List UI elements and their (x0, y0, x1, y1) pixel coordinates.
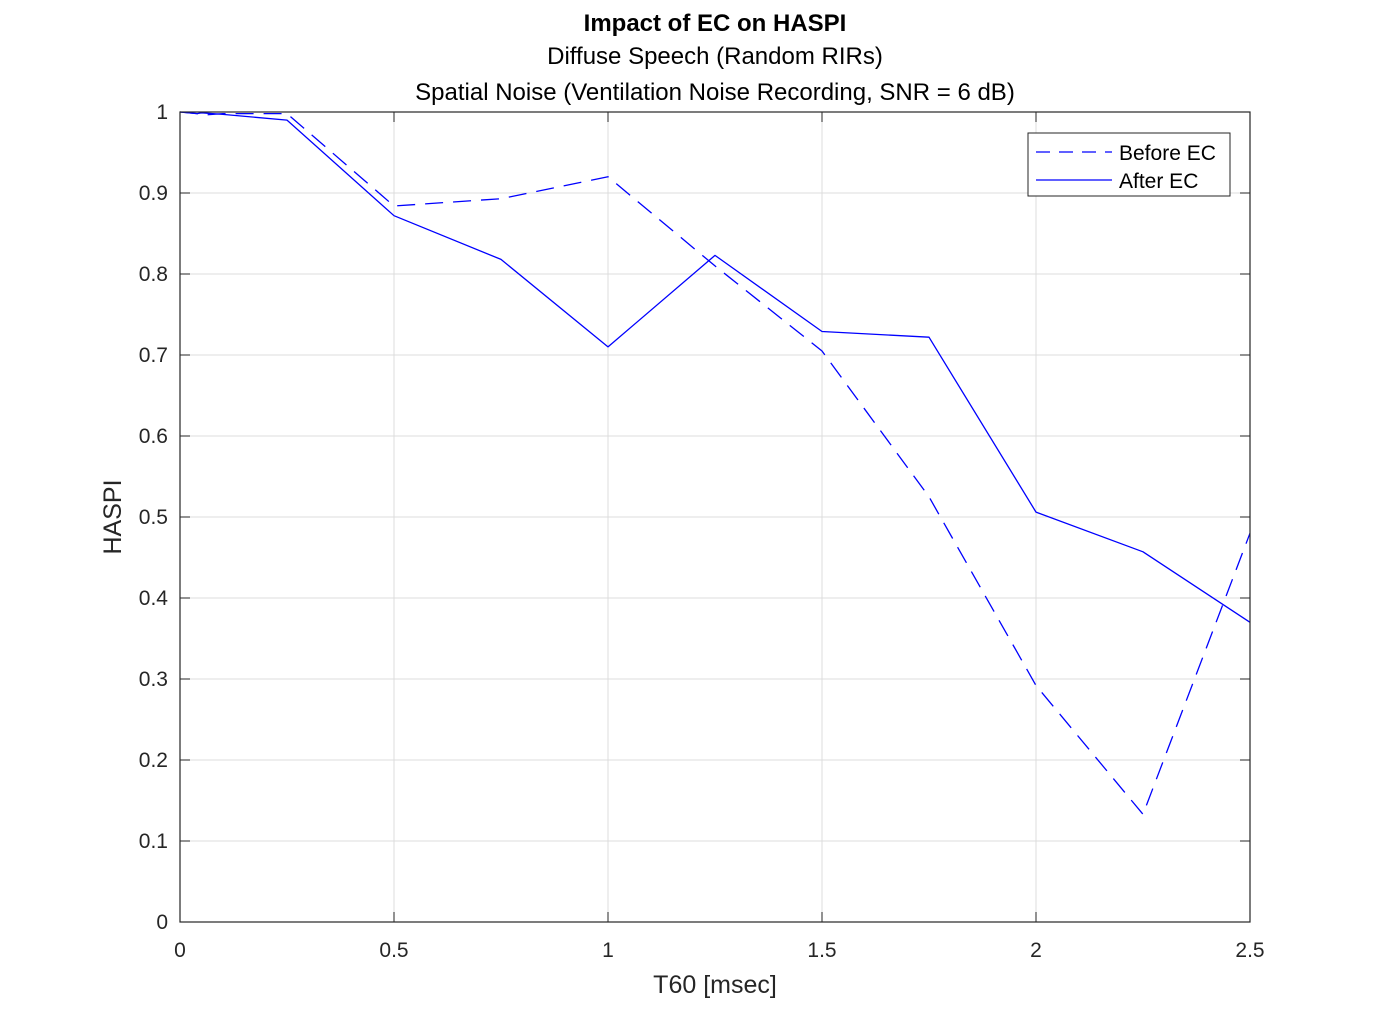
legend-box (1027, 132, 1231, 197)
legend-label-before-ec: Before EC (1119, 142, 1216, 165)
series-layer (179, 111, 1251, 815)
y-tick-label: 1 (156, 101, 168, 124)
y-tick-label: 0.7 (139, 344, 168, 367)
grid-lines (180, 112, 1250, 922)
y-tick-label: 0.3 (139, 668, 168, 691)
legend-label-after-ec: After EC (1119, 170, 1198, 193)
chart-subtitle-1: Diffuse Speech (Random RIRs) (547, 43, 883, 70)
chart-subtitle-2: Spatial Noise (Ventilation Noise Recordi… (415, 79, 1015, 106)
axis-ticks: 0 0.5 1 1.5 2 2.5 0 0.1 0.2 0.3 0.4 0.5 0.6 0.7 0.8 0.9… (139, 101, 1265, 962)
y-tick-label: 0.1 (139, 830, 168, 853)
x-tick-label: 1 (602, 939, 614, 962)
x-tick-label: 2.5 (1235, 939, 1264, 962)
y-axis-label: HASPI (99, 479, 127, 554)
y-tick-label: 0 (156, 911, 168, 934)
x-tick-label: 0 (174, 939, 186, 962)
y-tick-label: 0.9 (139, 182, 168, 205)
y-tick-label: 0.8 (139, 263, 168, 286)
y-tick-label: 0.5 (139, 506, 168, 529)
series-line-before-ec (179, 111, 1251, 815)
series-line-after-ec (179, 111, 1251, 623)
x-tick-label: 0.5 (379, 939, 408, 962)
y-tick-label: 0.6 (139, 425, 168, 448)
x-axis-label: T60 [msec] (653, 971, 777, 999)
y-tick-label: 0.2 (139, 749, 168, 772)
x-tick-label: 2 (1030, 939, 1042, 962)
y-tick-label: 0.4 (139, 587, 169, 610)
chart-title: Impact of EC on HASPI (584, 10, 847, 37)
x-tick-label: 1.5 (807, 939, 836, 962)
legend: Before EC After EC (1027, 132, 1231, 197)
